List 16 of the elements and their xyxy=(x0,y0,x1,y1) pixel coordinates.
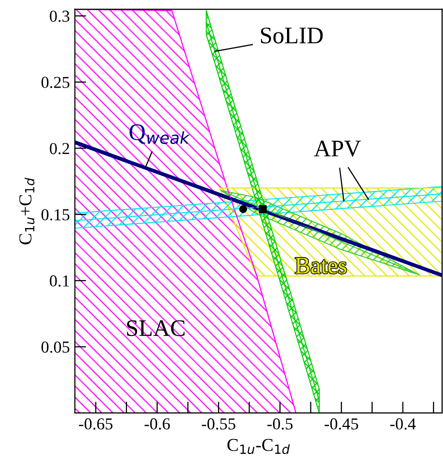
series-label: SoLID xyxy=(260,28,323,44)
y-tick-label: 0.25 xyxy=(41,76,70,88)
series-label: APV xyxy=(314,140,361,157)
x-axis-title: C$_{1u}$-C$_{1d}$ xyxy=(227,438,290,454)
x-tick-label: -0.4 xyxy=(390,418,416,430)
x-tick-label: -0.65 xyxy=(79,418,112,430)
y-axis-title: C$_{1u}$+C$_{1d}$ xyxy=(19,178,34,244)
x-tick-label: -0.55 xyxy=(202,418,236,430)
y-tick-label: 0.2 xyxy=(50,142,70,154)
x-tick-label: -0.6 xyxy=(144,418,170,430)
x-tick-label: -0.5 xyxy=(267,418,293,430)
y-tick-label: 0.1 xyxy=(50,275,70,287)
x-tick-label: -0.45 xyxy=(324,418,358,430)
y-tick-label: 0.05 xyxy=(41,341,70,353)
y-tick-label: 0.3 xyxy=(50,10,70,22)
y-tick-label: 0.15 xyxy=(41,209,70,220)
